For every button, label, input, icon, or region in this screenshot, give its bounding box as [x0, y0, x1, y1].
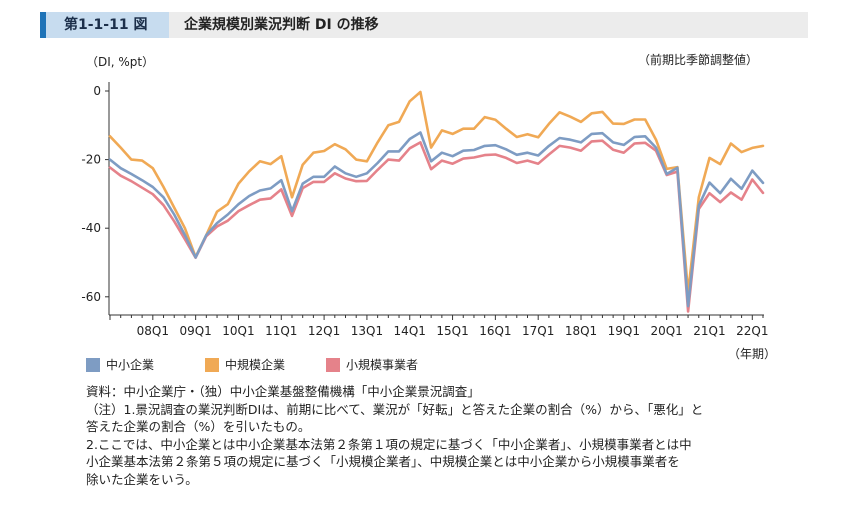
x-tick-label: 16Q1: [479, 324, 511, 338]
note-2-line-1: 2.ここでは、中小企業とは中小企業基本法第２条第１項の規定に基づく「中小企業者」…: [86, 436, 692, 452]
note-2-line-2: 小企業基本法第２条第５項の規定に基づく「小規模企業者」、中規模企業とは中小企業か…: [86, 454, 680, 469]
series-line-small-medium: [108, 131, 765, 308]
y-tick-label: 0: [93, 84, 101, 98]
x-axis-label: （年期）: [728, 347, 776, 361]
legend-label-small: 小規模事業者: [346, 358, 419, 372]
x-tick-label: 19Q1: [608, 324, 640, 338]
x-tick-label: 10Q1: [222, 324, 254, 338]
x-tick-label: 22Q1: [736, 324, 768, 338]
x-tick-label: 11Q1: [265, 324, 297, 338]
chart-axes: 0 -20 -40 -60 08Q1 09Q1 10Q1 11Q1 12Q1 13Q1 14Q1 15…: [81, 82, 768, 338]
y-tick-label: -20: [81, 153, 101, 167]
chart-lines: [108, 90, 765, 313]
x-tick-label: 21Q1: [693, 324, 725, 338]
notes: 資料：中小企業庁・（独）中小企業基盤整備機構「中小企業景況調査」 （注）1.景況…: [86, 383, 786, 488]
legend-label-small-medium: 中小企業: [106, 358, 155, 372]
note-1-line-1: （注）1.景況調査の業況判断DIは、前期に比べて、業況が「好転」と答えた企業の割…: [86, 401, 704, 417]
note-1-line-2: 答えた企業の割合（%）を引いたもの。: [86, 419, 311, 434]
x-tick-label: 08Q1: [137, 324, 169, 338]
series-line-small: [108, 139, 765, 313]
legend-swatch-medium: [205, 357, 219, 372]
figure-number: 第1-1-11 図: [40, 12, 169, 38]
x-tick-label: 12Q1: [308, 324, 340, 338]
legend-item-small-medium: 中小企業: [86, 356, 154, 373]
x-tick-label: 14Q1: [394, 324, 426, 338]
legend-label-medium: 中規模企業: [225, 358, 286, 372]
y-axis-label: （DI, %pt）: [86, 55, 154, 69]
y-tick-label: -40: [81, 221, 101, 235]
legend-item-medium: 中規模企業: [205, 356, 285, 373]
note-2-line-3: 除いた企業をいう。: [86, 471, 198, 487]
legend-swatch-small: [326, 357, 340, 372]
note-source: 資料：中小企業庁・（独）中小企業基盤整備機構「中小企業景況調査」: [86, 384, 480, 399]
x-tick-label: 13Q1: [351, 324, 383, 338]
x-tick-label: 09Q1: [179, 324, 211, 338]
figure-title: 企業規模別業況判断 DI の推移: [184, 17, 379, 33]
series-line-medium: [108, 90, 765, 295]
x-tick-label: 17Q1: [522, 324, 554, 338]
x-tick-label: 20Q1: [650, 324, 682, 338]
x-tick-label: 15Q1: [436, 324, 468, 338]
legend-item-small: 小規模事業者: [326, 356, 418, 373]
y-tick-label: -60: [81, 290, 101, 304]
figure-number-accent: [40, 12, 46, 38]
legend-swatch-small-medium: [86, 357, 100, 372]
seasonal-adjustment-note: （前期比季節調整値）: [638, 52, 758, 67]
x-tick-label: 18Q1: [565, 324, 597, 338]
